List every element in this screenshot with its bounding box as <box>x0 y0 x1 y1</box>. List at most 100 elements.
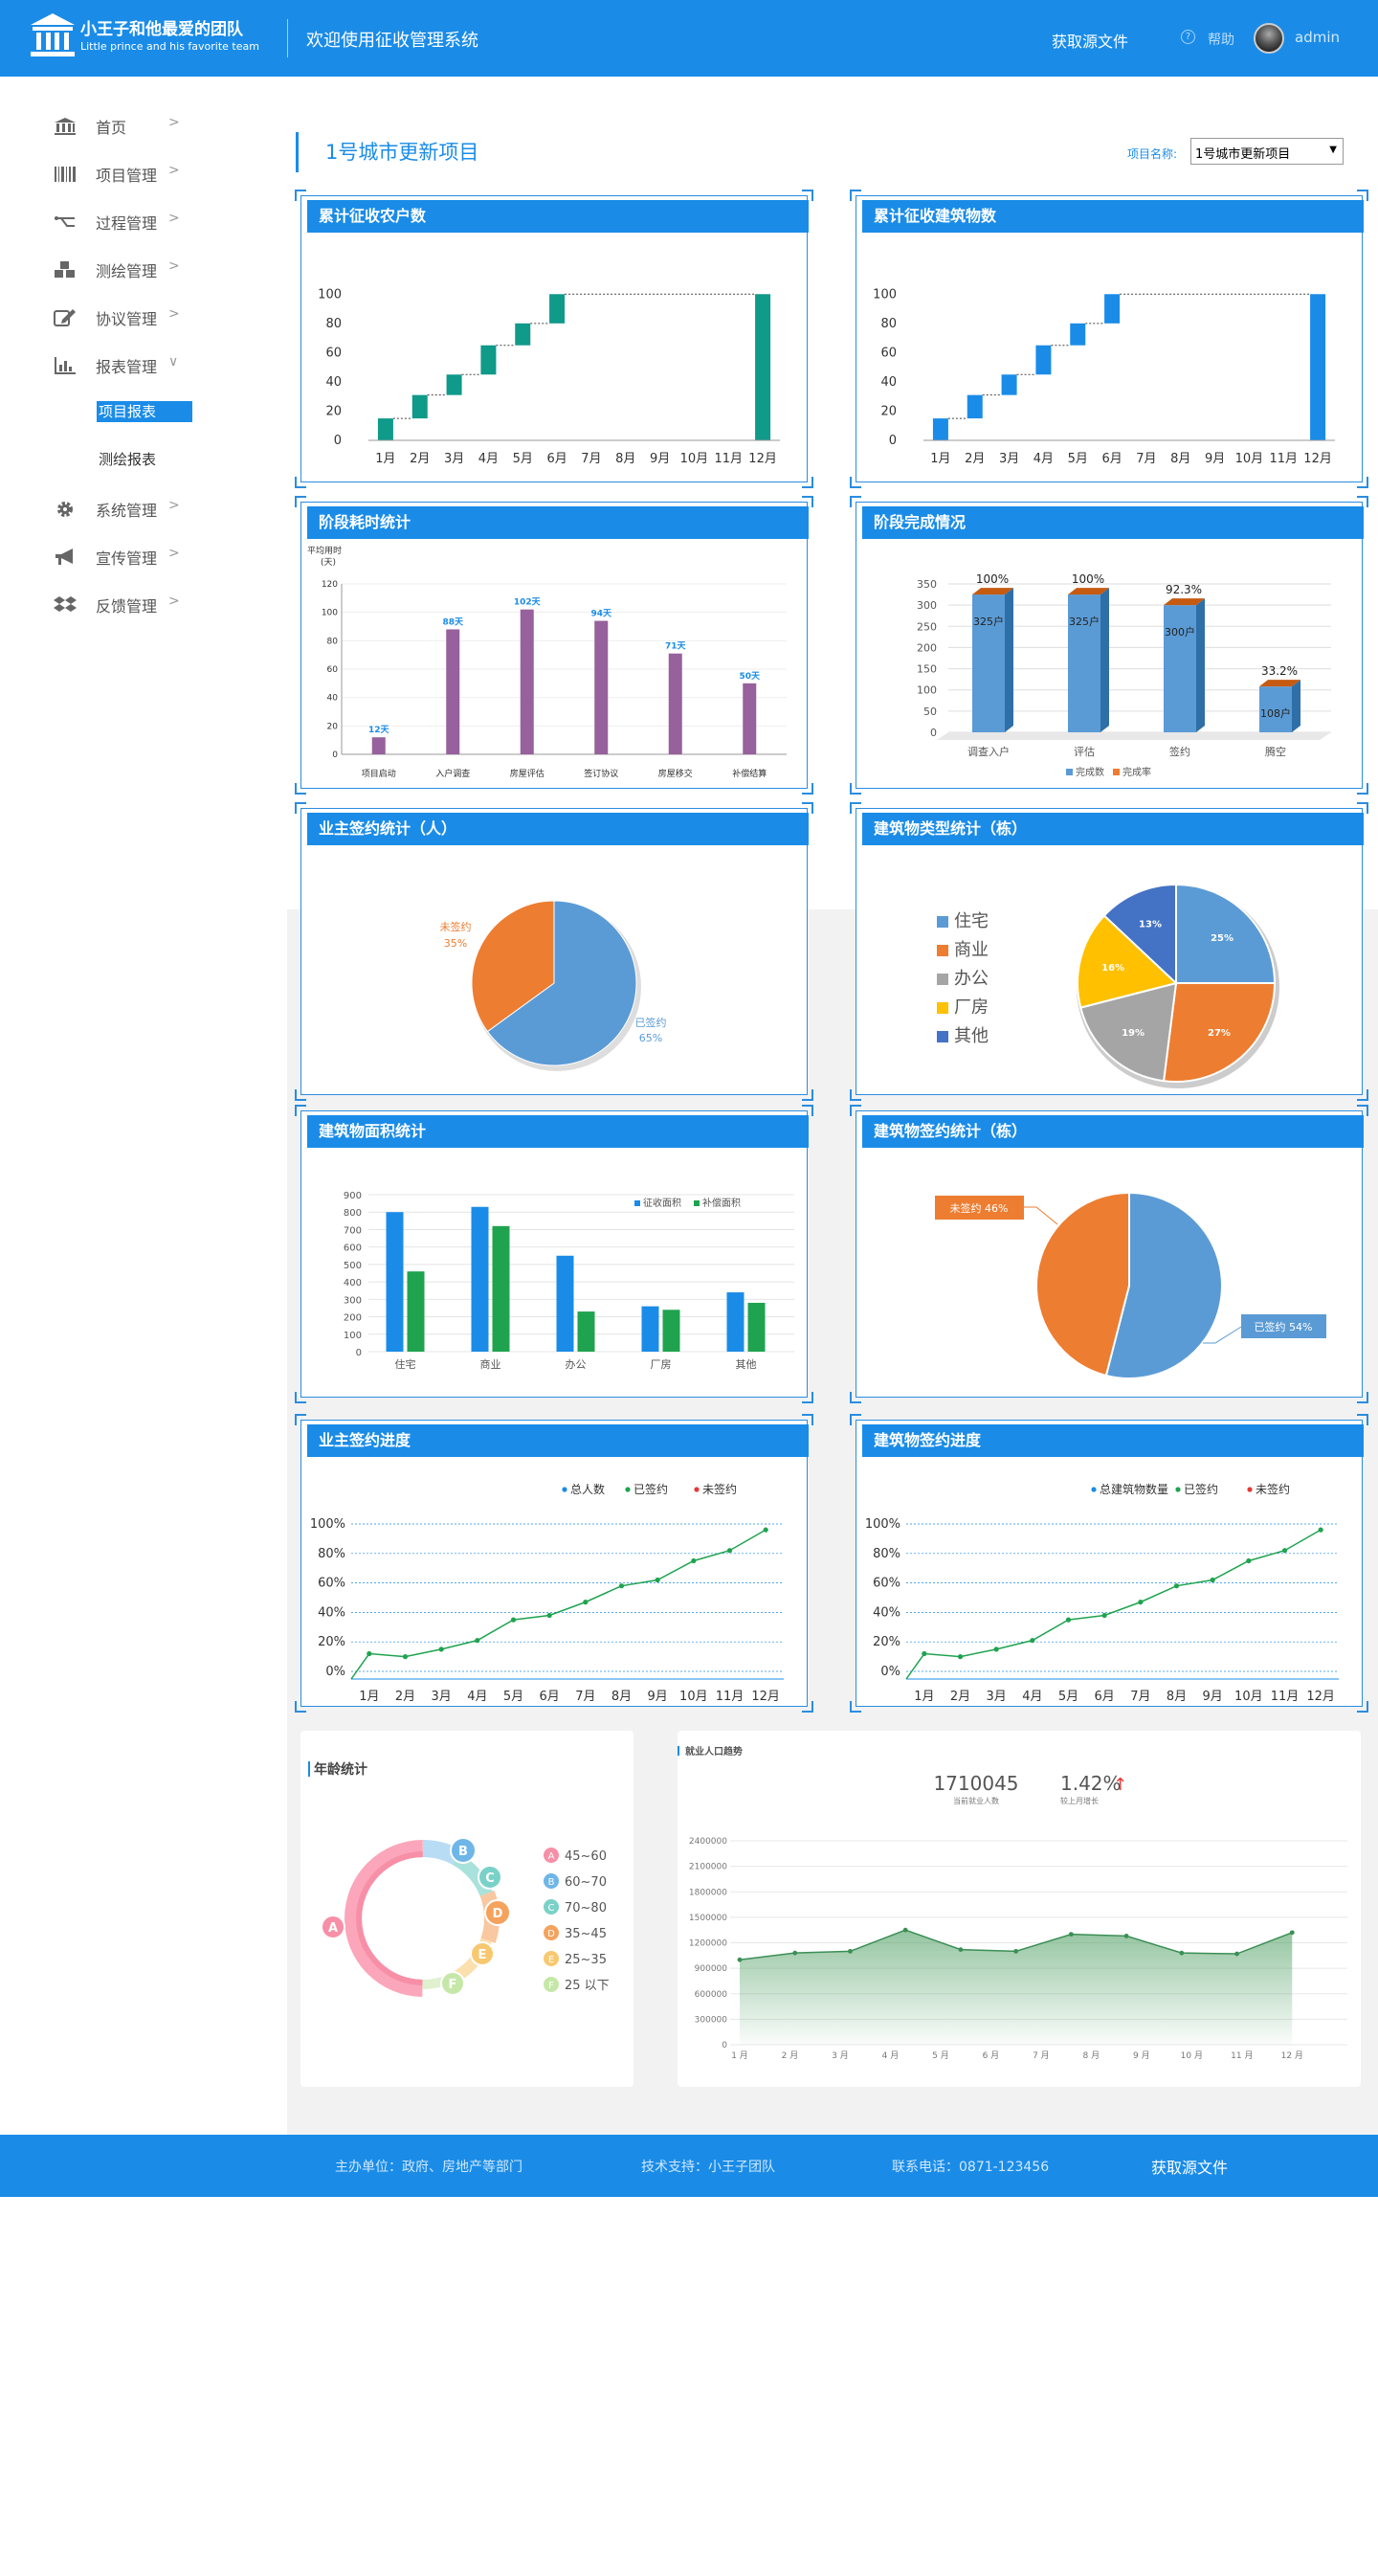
x-tick-label: 12月 <box>751 1690 780 1704</box>
sidebar-item-home[interactable]: 首页 > <box>54 111 197 140</box>
x-tick-label: 2月 <box>965 452 985 466</box>
legend-label: 45~60 <box>565 1849 607 1864</box>
chevron-right-icon: > <box>168 211 180 226</box>
data-point <box>655 1577 660 1583</box>
project-select[interactable]: 1号城市更新项目 ▼ <box>1190 138 1344 165</box>
pie-slice <box>1102 883 1177 986</box>
sub-item-project-report[interactable]: 项目报表 <box>97 401 192 422</box>
x-tick-label: 3月 <box>987 1690 1007 1704</box>
x-tick-label: 1 月 <box>731 2050 748 2061</box>
y-tick-label: 0 <box>930 727 937 739</box>
panel-title: 业主签约统计（人） <box>307 813 809 845</box>
x-tick-label: 6月 <box>540 1690 560 1704</box>
sidebar-item-system[interactable]: 系统管理 > <box>54 494 197 523</box>
legend-key: C <box>548 1903 555 1914</box>
sidebar-item-label: 测绘管理 <box>96 262 158 280</box>
signed-line <box>350 1529 767 1680</box>
x-tick-label: 房屋移交 <box>658 768 693 779</box>
y-tick-label: 600000 <box>695 1990 728 2000</box>
sidebar-item-agreement[interactable]: 协议管理 > <box>54 302 197 331</box>
x-tick-label: 厂房 <box>651 1358 672 1371</box>
panel-title: 阶段完成情况 <box>862 506 1364 539</box>
age-marker-letter: D <box>493 1907 503 1921</box>
y-tick-label: 60 <box>880 346 897 360</box>
data-label: 325户 <box>1069 615 1100 628</box>
help-icon[interactable]: ? <box>1181 30 1195 44</box>
y-tick-label: 100 <box>917 684 937 697</box>
get-source-link[interactable]: 获取源文件 <box>1052 33 1129 51</box>
y-tick-label: 700 <box>344 1225 362 1236</box>
chevron-right-icon: > <box>168 258 180 274</box>
y-tick-label: 50 <box>923 706 937 718</box>
y-tick-label: 0 <box>356 1348 362 1358</box>
data-point <box>618 1583 625 1589</box>
x-tick-label: 9月 <box>650 452 670 466</box>
sidebar-item-survey[interactable]: 测绘管理 > <box>54 255 197 283</box>
x-tick-label: 1月 <box>359 1690 379 1704</box>
employment-card: 就业人口趋势 1710045 当前就业人数 1.42% ↑ 较上月增长 0 300000 600… <box>678 1731 1361 2087</box>
legend-label: 其他 <box>954 1026 989 1046</box>
bar <box>515 323 531 346</box>
rate-label: 100% <box>976 572 1009 586</box>
bar-side <box>1292 680 1300 732</box>
y-tick-label: 60 <box>327 665 339 675</box>
sidebar-item-feedback[interactable]: 反馈管理 > <box>54 590 197 618</box>
y-tick-label: 80 <box>880 317 897 331</box>
chevron-right-icon: > <box>168 163 180 178</box>
x-tick-label: 12月 <box>748 452 777 466</box>
x-tick-label: 9月 <box>1205 452 1225 466</box>
sidebar-item-process[interactable]: 过程管理 > <box>54 207 197 235</box>
data-point <box>1289 1930 1295 1936</box>
age-marker-letter: E <box>478 1948 487 1962</box>
x-tick-label: 6 月 <box>983 2050 1000 2061</box>
legend-dot <box>544 1899 559 1915</box>
x-tick-label: 10月 <box>679 1690 708 1704</box>
callout-box <box>1241 1314 1326 1338</box>
panel-corner <box>1357 1089 1368 1101</box>
panel-corner <box>295 1701 306 1713</box>
legend-swatch <box>937 1031 948 1042</box>
age-title: 年龄统计 <box>314 1761 367 1778</box>
bar <box>1068 594 1100 732</box>
x-tick-label: 项目启动 <box>362 768 396 779</box>
data-label: 102天 <box>514 597 542 608</box>
y-tick-label: 40% <box>873 1605 900 1620</box>
x-tick-label: 6月 <box>1095 1690 1115 1704</box>
y-tick-label: 500 <box>344 1261 362 1271</box>
sidebar-item-project[interactable]: 项目管理 > <box>54 159 197 188</box>
data-point <box>367 1650 372 1657</box>
data-point <box>1173 1583 1180 1589</box>
x-tick-label: 其他 <box>736 1358 757 1371</box>
age-segment-a <box>344 1840 423 1997</box>
footer-get-source-link[interactable]: 获取源文件 <box>1151 2159 1229 2177</box>
legend-label: 总人数 <box>570 1482 605 1496</box>
bar <box>1259 686 1292 732</box>
sub-item-survey-report[interactable]: 测绘报表 <box>99 451 157 468</box>
x-tick-label: 8月 <box>611 1690 632 1704</box>
bar <box>1104 294 1121 324</box>
panel-corner <box>295 477 306 488</box>
legend-dot <box>1247 1487 1253 1492</box>
sidebar-item-publicity[interactable]: 宣传管理 > <box>54 542 197 571</box>
data-point <box>1030 1638 1035 1644</box>
y-tick-label: 100% <box>865 1517 900 1532</box>
bar-side <box>1005 588 1013 732</box>
bar <box>743 683 757 754</box>
legend-label: 征收面积 <box>643 1197 681 1209</box>
legend-label: 60~70 <box>565 1875 607 1890</box>
slice-label: 27% <box>1208 1028 1231 1039</box>
bar <box>446 629 460 754</box>
y-tick-label: 200 <box>344 1313 362 1324</box>
age-marker <box>484 1899 511 1926</box>
legend-label: 住宅 <box>954 911 989 931</box>
sidebar-item-report[interactable]: 报表管理 ∨ <box>54 350 197 379</box>
data-point <box>1246 1557 1252 1564</box>
avatar[interactable] <box>1254 23 1284 54</box>
data-point <box>848 1948 853 1954</box>
x-tick-label: 7 月 <box>1033 2050 1050 2061</box>
help-link[interactable]: 帮助 <box>1208 33 1234 48</box>
data-point <box>726 1548 733 1554</box>
chevron-right-icon: > <box>168 498 180 513</box>
user-name[interactable]: admin <box>1295 29 1340 46</box>
